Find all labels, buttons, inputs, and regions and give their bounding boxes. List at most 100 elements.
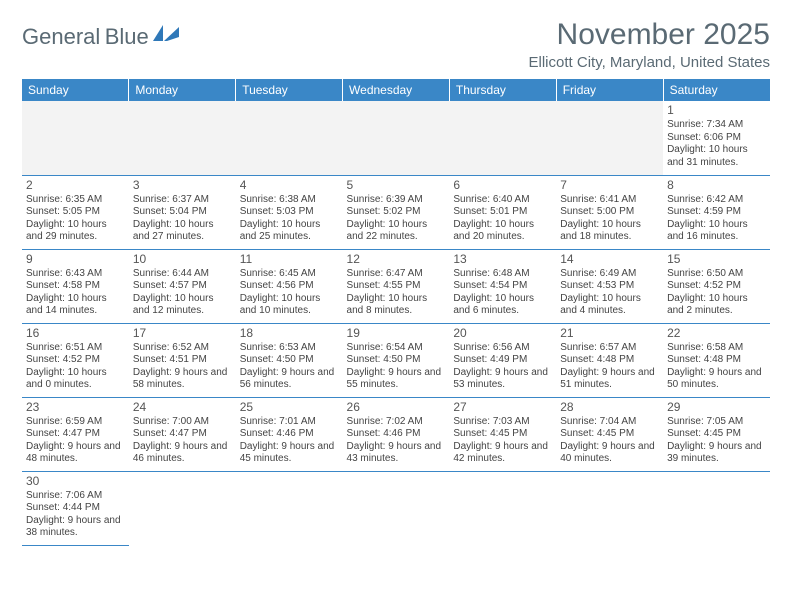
- daylight-line: Daylight: 9 hours and 48 minutes.: [26, 441, 125, 466]
- daylight-line: Daylight: 10 hours and 6 minutes.: [453, 293, 552, 318]
- sunrise-line: Sunrise: 7:34 AM: [667, 119, 766, 132]
- sunrise-line: Sunrise: 7:00 AM: [133, 416, 232, 429]
- day-cell: 16Sunrise: 6:51 AMSunset: 4:52 PMDayligh…: [22, 323, 129, 397]
- day-cell: 14Sunrise: 6:49 AMSunset: 4:53 PMDayligh…: [556, 249, 663, 323]
- sunset-line: Sunset: 4:48 PM: [560, 354, 659, 367]
- day-cell: 24Sunrise: 7:00 AMSunset: 4:47 PMDayligh…: [129, 397, 236, 471]
- calendar-row: 9Sunrise: 6:43 AMSunset: 4:58 PMDaylight…: [22, 249, 770, 323]
- calendar-row: 1Sunrise: 7:34 AMSunset: 6:06 PMDaylight…: [22, 101, 770, 175]
- location: Ellicott City, Maryland, United States: [529, 54, 770, 71]
- sunset-line: Sunset: 4:44 PM: [26, 502, 125, 515]
- sunrise-line: Sunrise: 6:42 AM: [667, 194, 766, 207]
- sunrise-line: Sunrise: 6:38 AM: [240, 194, 339, 207]
- logo-word1: General: [22, 24, 100, 49]
- daylight-line: Daylight: 9 hours and 45 minutes.: [240, 441, 339, 466]
- day-number: 18: [240, 326, 339, 341]
- sunset-line: Sunset: 4:46 PM: [240, 428, 339, 441]
- day-number: 17: [133, 326, 232, 341]
- day-cell: 6Sunrise: 6:40 AMSunset: 5:01 PMDaylight…: [449, 175, 556, 249]
- empty-cell: [556, 471, 663, 545]
- daylight-line: Daylight: 9 hours and 42 minutes.: [453, 441, 552, 466]
- daylight-line: Daylight: 10 hours and 20 minutes.: [453, 219, 552, 244]
- sunrise-line: Sunrise: 7:01 AM: [240, 416, 339, 429]
- sunrise-line: Sunrise: 6:45 AM: [240, 268, 339, 281]
- daylight-line: Daylight: 9 hours and 53 minutes.: [453, 367, 552, 392]
- day-number: 9: [26, 252, 125, 267]
- day-number: 8: [667, 178, 766, 193]
- sunrise-line: Sunrise: 6:47 AM: [347, 268, 446, 281]
- sunrise-line: Sunrise: 6:39 AM: [347, 194, 446, 207]
- sunrise-line: Sunrise: 6:54 AM: [347, 342, 446, 355]
- day-number: 12: [347, 252, 446, 267]
- logo-word2: Blue: [105, 24, 149, 49]
- day-cell: 12Sunrise: 6:47 AMSunset: 4:55 PMDayligh…: [343, 249, 450, 323]
- day-number: 28: [560, 400, 659, 415]
- empty-cell: [449, 101, 556, 175]
- sunrise-line: Sunrise: 6:44 AM: [133, 268, 232, 281]
- sunrise-line: Sunrise: 6:43 AM: [26, 268, 125, 281]
- sunset-line: Sunset: 6:06 PM: [667, 132, 766, 145]
- sunrise-line: Sunrise: 6:35 AM: [26, 194, 125, 207]
- empty-cell: [236, 101, 343, 175]
- day-number: 14: [560, 252, 659, 267]
- weekday-header: Saturday: [663, 79, 770, 101]
- daylight-line: Daylight: 9 hours and 40 minutes.: [560, 441, 659, 466]
- weekday-header: Thursday: [449, 79, 556, 101]
- day-cell: 30Sunrise: 7:06 AMSunset: 4:44 PMDayligh…: [22, 471, 129, 545]
- empty-cell: [129, 101, 236, 175]
- title-block: November 2025 Ellicott City, Maryland, U…: [529, 18, 770, 71]
- sunset-line: Sunset: 4:52 PM: [667, 280, 766, 293]
- month-title: November 2025: [529, 18, 770, 52]
- sunset-line: Sunset: 4:56 PM: [240, 280, 339, 293]
- sunset-line: Sunset: 4:52 PM: [26, 354, 125, 367]
- sunrise-line: Sunrise: 7:04 AM: [560, 416, 659, 429]
- day-cell: 19Sunrise: 6:54 AMSunset: 4:50 PMDayligh…: [343, 323, 450, 397]
- daylight-line: Daylight: 9 hours and 56 minutes.: [240, 367, 339, 392]
- daylight-line: Daylight: 10 hours and 16 minutes.: [667, 219, 766, 244]
- day-number: 7: [560, 178, 659, 193]
- empty-cell: [22, 101, 129, 175]
- daylight-line: Daylight: 10 hours and 27 minutes.: [133, 219, 232, 244]
- daylight-line: Daylight: 10 hours and 29 minutes.: [26, 219, 125, 244]
- sunset-line: Sunset: 4:47 PM: [26, 428, 125, 441]
- sunset-line: Sunset: 4:50 PM: [347, 354, 446, 367]
- daylight-line: Daylight: 10 hours and 2 minutes.: [667, 293, 766, 318]
- day-cell: 2Sunrise: 6:35 AMSunset: 5:05 PMDaylight…: [22, 175, 129, 249]
- empty-cell: [556, 101, 663, 175]
- day-number: 2: [26, 178, 125, 193]
- daylight-line: Daylight: 9 hours and 46 minutes.: [133, 441, 232, 466]
- daylight-line: Daylight: 9 hours and 51 minutes.: [560, 367, 659, 392]
- sunrise-line: Sunrise: 6:53 AM: [240, 342, 339, 355]
- calendar-row: 16Sunrise: 6:51 AMSunset: 4:52 PMDayligh…: [22, 323, 770, 397]
- sunrise-line: Sunrise: 6:48 AM: [453, 268, 552, 281]
- day-number: 29: [667, 400, 766, 415]
- day-number: 22: [667, 326, 766, 341]
- header: General Blue November 2025 Ellicott City…: [22, 18, 770, 71]
- sunrise-line: Sunrise: 6:41 AM: [560, 194, 659, 207]
- sunset-line: Sunset: 5:03 PM: [240, 206, 339, 219]
- logo-flag-icon: [153, 23, 181, 43]
- day-number: 11: [240, 252, 339, 267]
- day-cell: 11Sunrise: 6:45 AMSunset: 4:56 PMDayligh…: [236, 249, 343, 323]
- day-number: 4: [240, 178, 339, 193]
- weekday-header: Friday: [556, 79, 663, 101]
- daylight-line: Daylight: 9 hours and 55 minutes.: [347, 367, 446, 392]
- empty-cell: [343, 101, 450, 175]
- sunrise-line: Sunrise: 6:59 AM: [26, 416, 125, 429]
- sunset-line: Sunset: 4:48 PM: [667, 354, 766, 367]
- sunset-line: Sunset: 5:04 PM: [133, 206, 232, 219]
- sunrise-line: Sunrise: 6:57 AM: [560, 342, 659, 355]
- day-number: 6: [453, 178, 552, 193]
- sunset-line: Sunset: 5:00 PM: [560, 206, 659, 219]
- day-cell: 3Sunrise: 6:37 AMSunset: 5:04 PMDaylight…: [129, 175, 236, 249]
- sunset-line: Sunset: 4:53 PM: [560, 280, 659, 293]
- day-cell: 26Sunrise: 7:02 AMSunset: 4:46 PMDayligh…: [343, 397, 450, 471]
- sunrise-line: Sunrise: 6:37 AM: [133, 194, 232, 207]
- empty-cell: [236, 471, 343, 545]
- sunrise-line: Sunrise: 6:56 AM: [453, 342, 552, 355]
- daylight-line: Daylight: 10 hours and 18 minutes.: [560, 219, 659, 244]
- empty-cell: [129, 471, 236, 545]
- daylight-line: Daylight: 10 hours and 14 minutes.: [26, 293, 125, 318]
- sunrise-line: Sunrise: 7:02 AM: [347, 416, 446, 429]
- day-cell: 17Sunrise: 6:52 AMSunset: 4:51 PMDayligh…: [129, 323, 236, 397]
